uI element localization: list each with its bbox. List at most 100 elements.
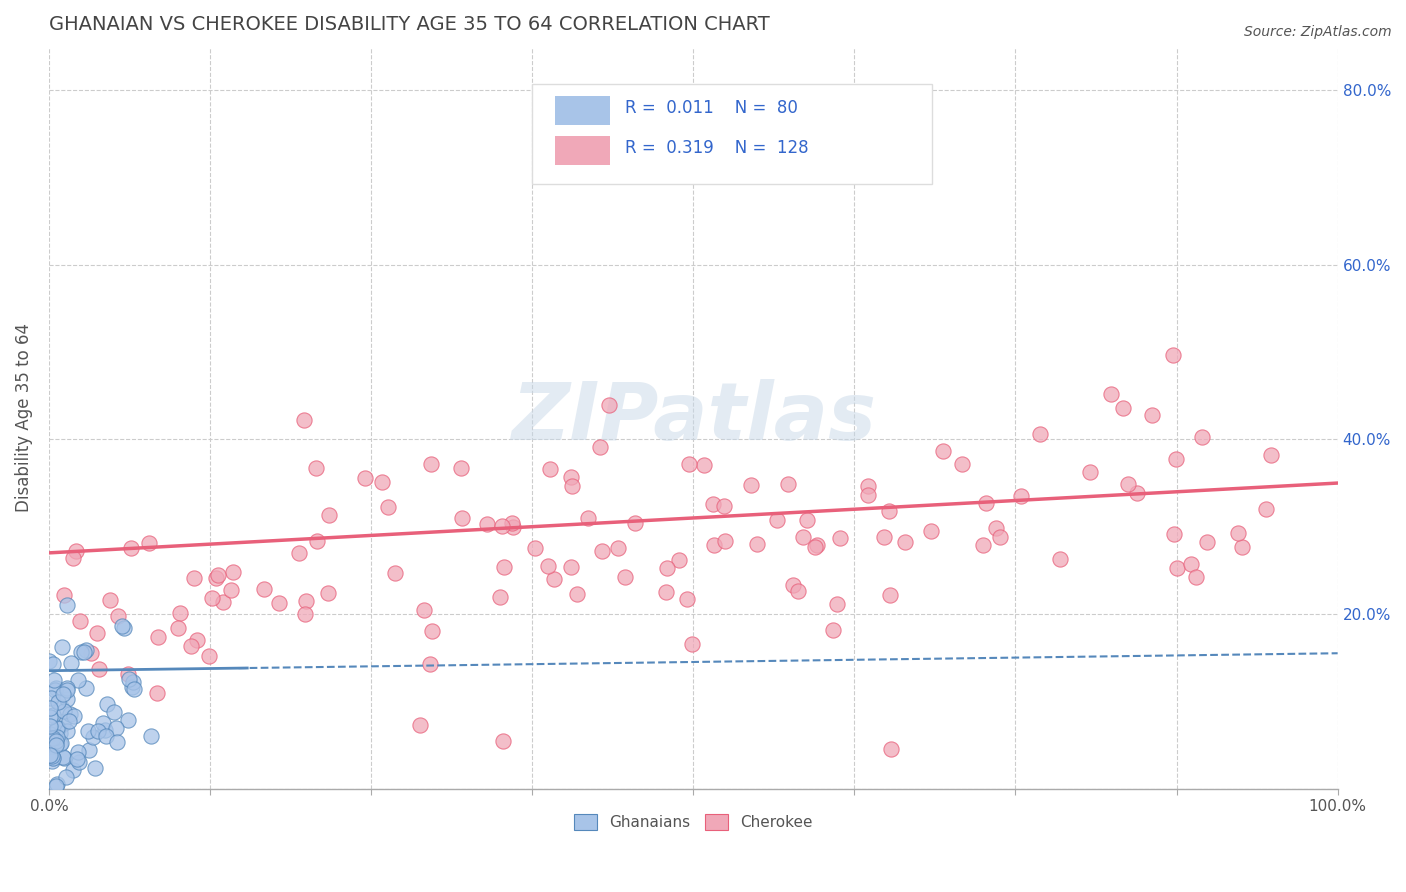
Point [222, 565, 245, 579]
Point [703, 538, 725, 552]
Point [169, 606, 191, 620]
Point [69, 614, 91, 628]
Point [80, 646, 103, 660]
Point [186, 633, 208, 648]
Point [419, 457, 441, 471]
Point [75, 681, 97, 696]
Point [502, 520, 524, 534]
Point [377, 500, 399, 514]
Point [668, 552, 690, 566]
Point [588, 440, 610, 454]
Point [305, 534, 328, 549]
Point [932, 443, 955, 458]
Point [990, 530, 1012, 544]
Point [1126, 486, 1149, 500]
Point [681, 637, 703, 651]
Point [124, 682, 146, 697]
Point [58, 714, 80, 728]
Point [45, 734, 67, 748]
Point [1116, 476, 1139, 491]
Point [42, 673, 65, 687]
Point [75, 642, 97, 657]
Point [543, 573, 565, 587]
Point [145, 686, 167, 700]
Point [856, 479, 879, 493]
Point [55, 681, 77, 695]
Text: R =  0.319    N =  128: R = 0.319 N = 128 [626, 139, 808, 157]
Point [45, 738, 67, 752]
Point [86, 625, 108, 640]
Point [111, 619, 134, 633]
Point [565, 587, 588, 601]
Point [105, 722, 128, 736]
Point [450, 460, 472, 475]
Point [287, 545, 309, 559]
Point [253, 582, 276, 597]
Point [49, 737, 72, 751]
Point [1099, 386, 1122, 401]
Point [84, 761, 107, 775]
Point [702, 497, 724, 511]
Point [103, 706, 125, 720]
Point [740, 478, 762, 492]
Point [42, 731, 65, 746]
Point [872, 530, 894, 544]
Point [117, 713, 139, 727]
Point [765, 513, 787, 527]
Point [41, 733, 63, 747]
Point [51, 640, 73, 655]
Point [42, 730, 65, 744]
Point [560, 470, 582, 484]
Legend: Ghanaians, Cherokee: Ghanaians, Cherokee [568, 808, 820, 837]
Point [49, 699, 72, 714]
Point [180, 640, 202, 654]
Point [98, 592, 121, 607]
Point [205, 571, 228, 585]
Point [782, 578, 804, 592]
Point [49, 726, 72, 740]
Point [52, 687, 75, 701]
Point [591, 544, 613, 558]
Point [1010, 489, 1032, 503]
Point [877, 504, 900, 518]
Point [39, 731, 62, 746]
Point [41, 751, 63, 765]
Point [38, 718, 60, 732]
Point [792, 531, 814, 545]
Point [45, 722, 67, 736]
Text: ZIPatlas: ZIPatlas [510, 378, 876, 457]
Point [523, 541, 546, 556]
Point [1078, 465, 1101, 479]
Point [52, 750, 75, 764]
Point [501, 516, 523, 530]
Point [1185, 570, 1208, 584]
Point [42, 708, 65, 723]
Point [52, 588, 75, 602]
Point [52, 717, 75, 731]
Point [419, 657, 441, 672]
Point [655, 585, 678, 599]
Point [1180, 557, 1202, 571]
Point [422, 624, 444, 638]
Point [76, 723, 98, 738]
Point [94, 723, 117, 737]
Point [1111, 401, 1133, 416]
Point [614, 570, 637, 584]
Point [1260, 448, 1282, 462]
Point [1140, 408, 1163, 422]
Point [59, 706, 82, 721]
Point [112, 621, 135, 635]
Point [607, 541, 630, 556]
Point [201, 591, 224, 605]
Point [488, 590, 510, 604]
Point [38, 736, 60, 750]
Point [678, 457, 700, 471]
Point [67, 755, 90, 769]
FancyBboxPatch shape [533, 84, 932, 184]
Point [713, 500, 735, 514]
Point [87, 723, 110, 738]
Point [65, 544, 87, 558]
Point [1232, 540, 1254, 554]
Point [408, 717, 430, 731]
Point [384, 566, 406, 580]
